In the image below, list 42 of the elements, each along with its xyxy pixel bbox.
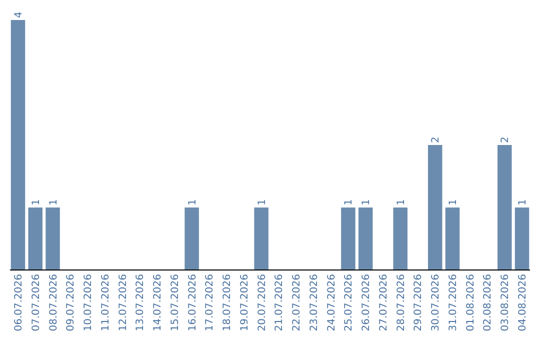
data-label: 1 — [30, 199, 42, 206]
data-label: 1 — [518, 199, 529, 206]
x-tick-label: 26.07.2026 — [361, 274, 372, 332]
x-tick-label: 14.07.2026 — [152, 274, 164, 332]
x-tick-label: 11.07.2026 — [100, 274, 112, 332]
data-label: 1 — [396, 199, 407, 206]
x-tick-label: 15.07.2026 — [170, 274, 181, 332]
data-label: 1 — [361, 199, 372, 206]
data-label: 1 — [448, 199, 459, 206]
x-tick-label: 22.07.2026 — [292, 274, 303, 332]
data-label: 1 — [256, 199, 268, 206]
x-tick-label: 02.08.2026 — [482, 274, 494, 332]
data-label: 1 — [344, 199, 355, 206]
x-tick-label: 12.07.2026 — [118, 274, 129, 332]
x-tick-label: 09.07.2026 — [66, 274, 77, 332]
x-tick-label: 21.07.2026 — [274, 274, 286, 332]
x-tick-label: 07.07.2026 — [30, 274, 42, 332]
x-tick-label: 28.07.2026 — [396, 274, 407, 332]
x-tick-label: 01.08.2026 — [465, 274, 476, 332]
x-tick-label: 13.07.2026 — [135, 274, 146, 332]
x-tick-label: 10.07.2026 — [83, 274, 94, 332]
data-label: 1 — [187, 199, 198, 206]
x-tick-label: 04.08.2026 — [518, 274, 529, 332]
x-tick-label: 23.07.2026 — [308, 274, 320, 332]
x-tick-label: 03.08.2026 — [500, 274, 512, 332]
x-tick-label: 31.07.2026 — [448, 274, 459, 332]
data-label: 2 — [430, 136, 442, 143]
x-tick-label: 25.07.2026 — [344, 274, 355, 332]
x-tick-label: 06.07.2026 — [13, 274, 24, 332]
x-tick-label: 18.07.2026 — [222, 274, 234, 332]
x-tick-label: 19.07.2026 — [239, 274, 250, 332]
data-label: 4 — [13, 12, 24, 18]
x-tick-label: 17.07.2026 — [204, 274, 216, 332]
x-tick-label: 08.07.2026 — [48, 274, 60, 332]
x-tick-label: 27.07.2026 — [378, 274, 390, 332]
x-tick-label: 16.07.2026 — [187, 274, 198, 332]
x-tick-label: 29.07.2026 — [413, 274, 424, 332]
x-tick-label: 20.07.2026 — [256, 274, 268, 332]
data-label: 2 — [500, 136, 512, 143]
x-tick-label: 30.07.2026 — [430, 274, 442, 332]
data-label: 1 — [48, 199, 60, 206]
x-tick-label: 24.07.2026 — [326, 274, 338, 332]
